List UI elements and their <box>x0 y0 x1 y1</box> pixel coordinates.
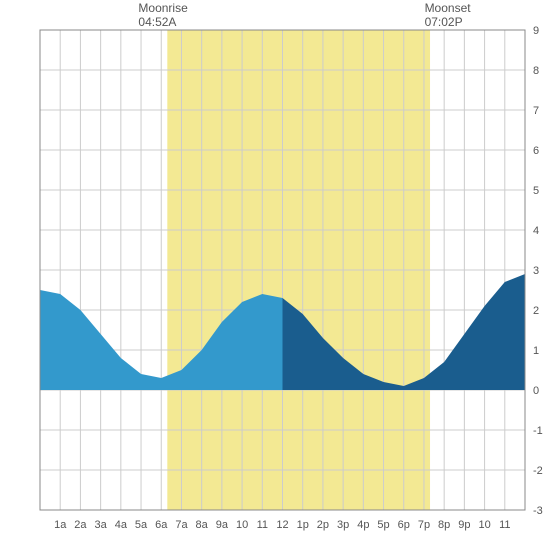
x-tick-label: 9p <box>458 519 470 531</box>
y-tick-label: 3 <box>533 265 539 277</box>
y-tick-label: -1 <box>533 425 543 437</box>
y-tick-label: 1 <box>533 345 539 357</box>
x-tick-label: 9a <box>216 519 229 531</box>
x-tick-label: 1p <box>297 519 309 531</box>
moonset-label: Moonset <box>425 1 472 15</box>
x-tick-label: 10 <box>478 519 490 531</box>
x-tick-label: 2p <box>317 519 329 531</box>
x-tick-label: 8p <box>438 519 450 531</box>
tide-chart: 1a2a3a4a5a6a7a8a9a1011121p2p3p4p5p6p7p8p… <box>0 0 550 550</box>
x-tick-label: 4p <box>357 519 369 531</box>
y-tick-label: 2 <box>533 305 539 317</box>
x-tick-label: 12 <box>276 519 288 531</box>
moonrise-label: Moonrise <box>138 1 188 15</box>
x-tick-label: 3a <box>95 519 108 531</box>
moonrise-time: 04:52A <box>138 15 176 29</box>
y-tick-label: 9 <box>533 25 539 37</box>
x-tick-label: 11 <box>499 519 510 531</box>
y-tick-label: 6 <box>533 145 539 157</box>
y-tick-label: -2 <box>533 465 543 477</box>
x-tick-label: 5a <box>135 519 148 531</box>
x-tick-label: 8a <box>196 519 209 531</box>
x-tick-label: 7a <box>175 519 188 531</box>
y-tick-label: -3 <box>533 505 543 517</box>
x-tick-label: 10 <box>236 519 248 531</box>
x-tick-label: 2a <box>74 519 87 531</box>
x-tick-label: 3p <box>337 519 349 531</box>
x-tick-label: 1a <box>54 519 67 531</box>
y-tick-label: 5 <box>533 185 539 197</box>
x-tick-label: 6a <box>155 519 168 531</box>
x-tick-label: 11 <box>257 519 268 531</box>
x-tick-label: 4a <box>115 519 128 531</box>
x-tick-label: 6p <box>398 519 410 531</box>
y-tick-label: 4 <box>533 225 539 237</box>
x-tick-label: 5p <box>377 519 389 531</box>
y-tick-label: 8 <box>533 65 539 77</box>
chart-svg: 1a2a3a4a5a6a7a8a9a1011121p2p3p4p5p6p7p8p… <box>0 0 550 550</box>
moonset-time: 07:02P <box>425 15 463 29</box>
y-tick-label: 0 <box>533 385 539 397</box>
y-tick-label: 7 <box>533 105 539 117</box>
x-tick-label: 7p <box>418 519 430 531</box>
